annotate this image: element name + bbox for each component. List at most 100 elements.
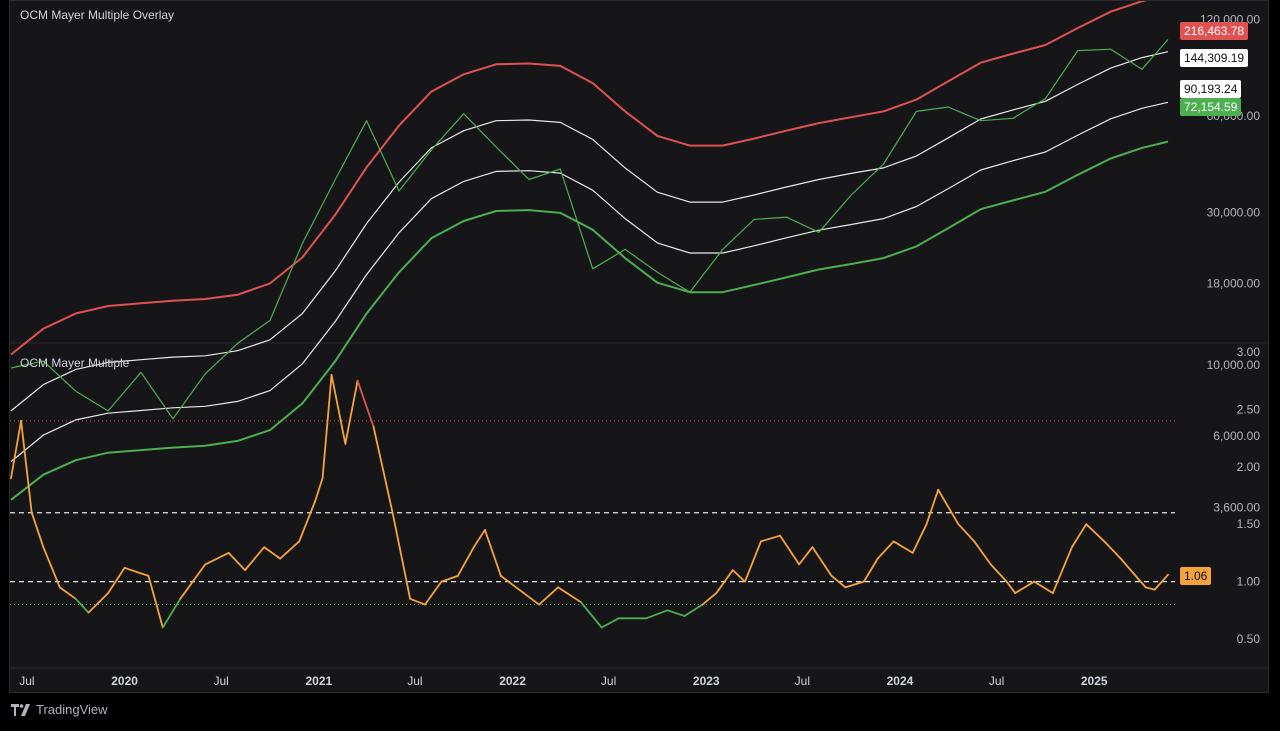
mayer-multiple-segment <box>74 597 90 614</box>
bottom-y-tick-label: 1.50 <box>1237 517 1261 531</box>
mayer-multiple-segment <box>1144 586 1156 591</box>
mayer-multiple-segment <box>499 574 525 594</box>
mayer-multiple-segment <box>779 534 801 566</box>
mayer-multiple-segment <box>179 563 207 600</box>
top-pane-title: OCM Mayer Multiple Overlay <box>20 8 175 22</box>
lower-band-line <box>10 140 1169 501</box>
x-axis-label: 2021 <box>305 674 332 688</box>
mayer-multiple-segment <box>440 574 459 583</box>
upper-band-value-badge: 216,463.78 <box>1180 22 1249 40</box>
chart-frame: 320,000.00120,000.0060,000.0030,000.0018… <box>9 0 1270 694</box>
x-axis-label: Jul <box>989 674 1004 688</box>
top-y-tick-label: 6,000.00 <box>1213 429 1260 443</box>
mayer-multiple-segment <box>87 592 110 614</box>
mayer-multiple-segment <box>20 419 33 514</box>
mayer-multiple-segment <box>227 552 246 572</box>
mayer-multiple-segment <box>298 500 317 543</box>
x-axis-label: 2023 <box>693 674 720 688</box>
x-axis-label: 2022 <box>499 674 526 688</box>
mayer-multiple-segment <box>456 546 475 577</box>
top-y-tick-label: 30,000.00 <box>1207 205 1261 219</box>
bottom-y-tick-label: 1.00 <box>1237 575 1261 589</box>
x-axis-label: Jul <box>601 674 616 688</box>
mayer-multiple-segment <box>683 603 704 617</box>
mayer-multiple-segment <box>731 569 746 583</box>
mayer-multiple-segment <box>123 566 150 577</box>
mayer-multiple-segment <box>798 546 814 566</box>
middle-upper-band-value-badge: 144,309.19 <box>1180 49 1249 67</box>
mayer-multiple-segment <box>957 523 976 543</box>
mayer-multiple-segment <box>344 379 359 445</box>
tradingview-brand[interactable]: TradingView <box>11 702 108 717</box>
mayer-multiple-segment <box>391 511 412 600</box>
mayer-multiple-segment <box>484 529 502 577</box>
mayer-multiple-segment <box>580 601 603 629</box>
mayer-multiple-segment <box>973 540 992 566</box>
tradingview-logo-icon <box>11 703 30 716</box>
mayer-multiple-segment <box>204 552 230 566</box>
mayer-multiple-segment <box>892 540 914 554</box>
price-line <box>10 39 1169 420</box>
bottom-pane-title: OCM Mayer Multiple <box>20 356 130 370</box>
mayer-multiple-segment <box>372 425 394 514</box>
mayer-multiple-segment <box>1085 523 1106 543</box>
mayer-multiple-segment <box>600 617 620 629</box>
mayer-multiple-segment <box>10 419 22 480</box>
x-axis-label: 2024 <box>887 674 914 688</box>
mayer-multiple-segment <box>830 574 847 589</box>
mayer-multiple-segment <box>321 374 333 480</box>
x-axis-label: 2020 <box>111 674 138 688</box>
mayer-multiple-segment <box>760 534 781 543</box>
mayer-multiple-segment <box>1134 574 1147 589</box>
mayer-multiple-segment <box>1014 580 1036 594</box>
mayer-multiple-segment <box>1071 523 1088 549</box>
middle-lower-band-value-badge: 90,193.24 <box>1180 80 1242 98</box>
mayer-multiple-segment <box>811 546 833 577</box>
middle-lower-band-line <box>10 101 1169 463</box>
mayer-multiple-segment <box>244 546 266 572</box>
mayer-multiple-segment <box>30 511 45 549</box>
mayer-multiple-segment <box>409 597 426 606</box>
bottom-y-tick-label: 2.00 <box>1237 460 1261 474</box>
mayer-multiple-segment <box>58 586 77 600</box>
mayer-multiple-segment <box>645 609 669 620</box>
mayer-multiple-segment <box>989 563 1008 583</box>
mayer-multiple-segment <box>911 523 928 554</box>
mayer-multiple-segment <box>330 374 347 445</box>
mayer-multiple-segment <box>937 488 960 526</box>
mayer-multiple-segment <box>701 592 718 606</box>
middle-upper-band-line <box>10 51 1169 412</box>
mayer-multiple-segment <box>472 529 486 549</box>
top-y-tick-label: 18,000.00 <box>1207 276 1261 290</box>
mayer-multiple-segment <box>538 586 560 606</box>
bottom-y-tick-label: 3.00 <box>1237 345 1261 359</box>
mayer-multiple-segment <box>1153 573 1169 591</box>
mayer-multiple-segment <box>862 557 879 583</box>
top-y-tick-label: 3,600.00 <box>1213 500 1260 514</box>
x-axis-label: Jul <box>795 674 810 688</box>
mayer-multiple-segment <box>925 488 940 526</box>
mayer-multiple-segment <box>263 546 281 560</box>
x-axis-label: 2025 <box>1081 674 1108 688</box>
mayer-multiple-segment <box>666 609 686 617</box>
mayer-multiple-segment <box>557 586 582 604</box>
upper-band-line <box>10 1 1148 356</box>
tradingview-label: TradingView <box>36 702 108 717</box>
mayer-multiple-segment <box>161 597 182 629</box>
mayer-multiple-segment <box>744 540 762 583</box>
mayer-multiple-segment <box>1119 557 1137 577</box>
x-axis-label: Jul <box>213 674 228 688</box>
mayer-multiple-segment <box>1103 540 1122 560</box>
mayer-multiple-segment <box>107 566 126 594</box>
x-axis-label: Jul <box>407 674 422 688</box>
bottom-y-tick-label: 2.50 <box>1237 402 1261 416</box>
mayer-multiple-segment <box>279 540 301 560</box>
mayer-multiple-segment <box>844 580 865 589</box>
mayer-multiple-value-badge: 1.06 <box>1180 567 1212 585</box>
mayer-multiple-segment <box>1051 546 1073 594</box>
mayer-multiple-segment <box>424 580 443 606</box>
mayer-multiple-segment <box>715 569 734 594</box>
mayer-multiple-segment <box>1033 580 1054 594</box>
chart-canvas[interactable]: 320,000.00120,000.0060,000.0030,000.0018… <box>10 1 1270 694</box>
bottom-y-tick-label: 0.50 <box>1237 632 1261 646</box>
